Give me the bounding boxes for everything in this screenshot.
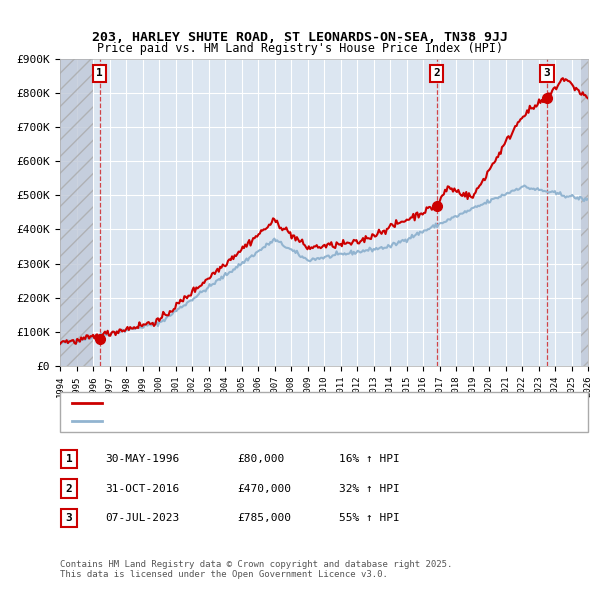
Text: Price paid vs. HM Land Registry's House Price Index (HPI): Price paid vs. HM Land Registry's House … — [97, 42, 503, 55]
Text: 3: 3 — [544, 68, 550, 78]
Text: HPI: Average price, detached house, Hastings: HPI: Average price, detached house, Hast… — [105, 416, 380, 426]
Text: £470,000: £470,000 — [237, 484, 291, 493]
Text: 203, HARLEY SHUTE ROAD, ST LEONARDS-ON-SEA, TN38 9JJ (detached house): 203, HARLEY SHUTE ROAD, ST LEONARDS-ON-S… — [105, 398, 536, 408]
Text: 16% ↑ HPI: 16% ↑ HPI — [339, 454, 400, 464]
Text: 3: 3 — [65, 513, 73, 523]
Text: 1: 1 — [97, 68, 103, 78]
Text: Contains HM Land Registry data © Crown copyright and database right 2025.
This d: Contains HM Land Registry data © Crown c… — [60, 560, 452, 579]
Text: 2: 2 — [65, 484, 73, 493]
Text: 32% ↑ HPI: 32% ↑ HPI — [339, 484, 400, 493]
Text: £785,000: £785,000 — [237, 513, 291, 523]
Text: 2: 2 — [433, 68, 440, 78]
Text: 55% ↑ HPI: 55% ↑ HPI — [339, 513, 400, 523]
Text: 1: 1 — [65, 454, 73, 464]
Text: 203, HARLEY SHUTE ROAD, ST LEONARDS-ON-SEA, TN38 9JJ: 203, HARLEY SHUTE ROAD, ST LEONARDS-ON-S… — [92, 31, 508, 44]
Text: 30-MAY-1996: 30-MAY-1996 — [105, 454, 179, 464]
Text: 07-JUL-2023: 07-JUL-2023 — [105, 513, 179, 523]
Text: £80,000: £80,000 — [237, 454, 284, 464]
Text: 31-OCT-2016: 31-OCT-2016 — [105, 484, 179, 493]
